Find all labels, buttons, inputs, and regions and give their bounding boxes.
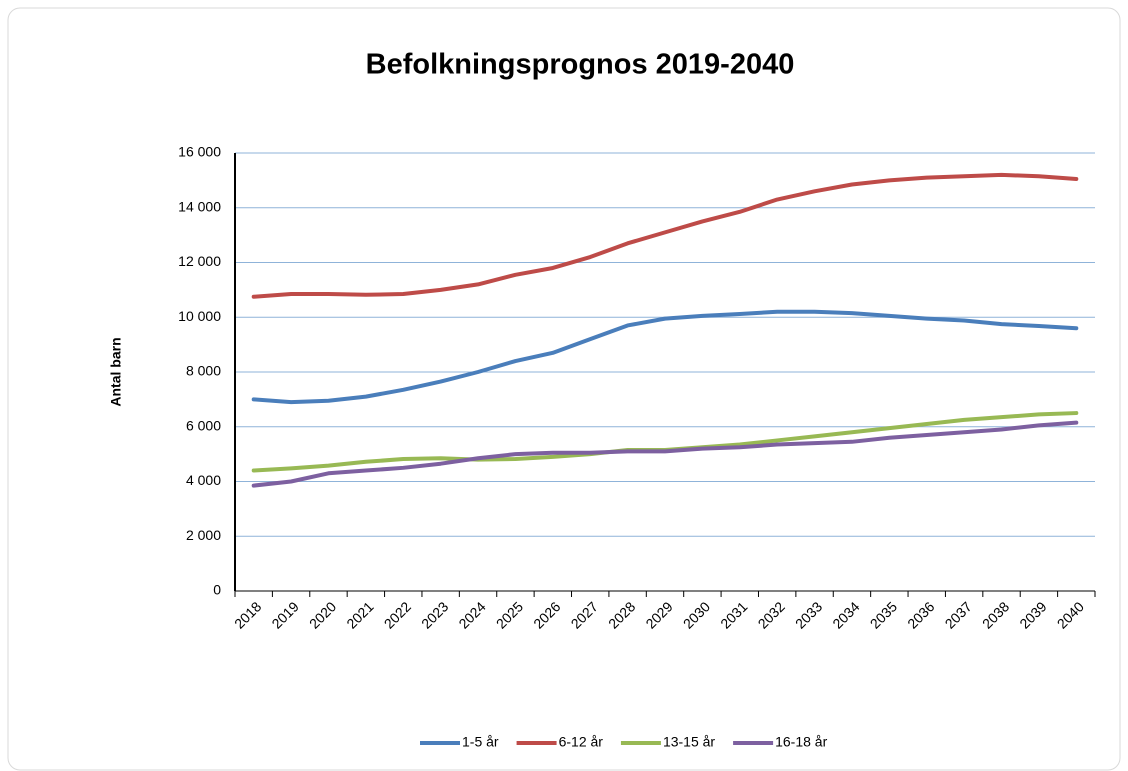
y-tick-label: 14 000 <box>178 198 221 214</box>
legend-label: 16-18 år <box>775 734 827 750</box>
y-tick-label: 8 000 <box>186 363 221 379</box>
series-line <box>251 309 1079 405</box>
y-tick-label: 4 000 <box>186 472 221 488</box>
y-tick-label: 10 000 <box>178 308 221 324</box>
chart-title: Befolkningsprognos 2019-2040 <box>366 49 795 81</box>
y-tick-label: 0 <box>213 582 221 598</box>
legend-label: 13-15 år <box>663 734 715 750</box>
chart-frame <box>7 7 1121 771</box>
y-tick-label: 16 000 <box>178 144 221 160</box>
legend-label: 6-12 år <box>559 734 604 750</box>
y-tick-label: 6 000 <box>186 417 221 433</box>
legend-label: 1-5 år <box>462 734 499 750</box>
series-line <box>251 420 1079 488</box>
series-line <box>251 172 1079 299</box>
y-axis-label: Antal barn <box>108 337 124 406</box>
y-tick-label: 12 000 <box>178 253 221 269</box>
y-tick-label: 2 000 <box>186 527 221 543</box>
